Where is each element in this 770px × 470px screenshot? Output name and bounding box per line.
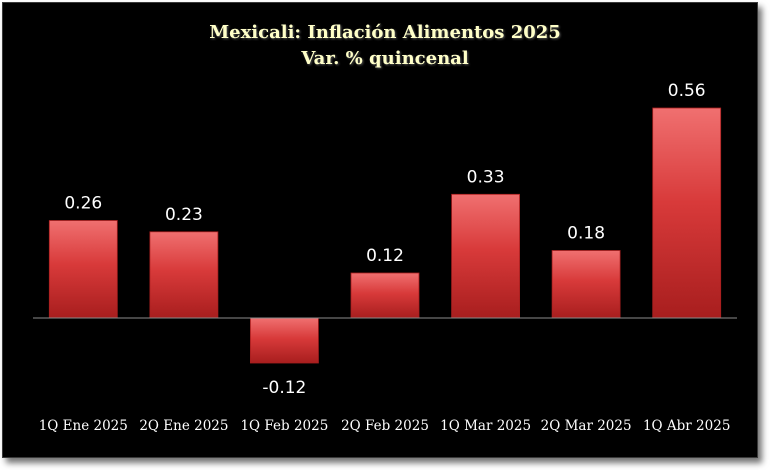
value-label-2: -0.12 (262, 378, 306, 398)
category-label-3: 2Q Feb 2025 (341, 418, 429, 434)
category-label-2: 1Q Feb 2025 (240, 418, 328, 434)
category-label-4: 1Q Mar 2025 (440, 418, 531, 434)
category-axis: 1Q Ene 2025 2Q Ene 2025 1Q Feb 2025 2Q Feb … (39, 418, 731, 434)
value-label-0: 0.26 (64, 194, 102, 214)
value-label-1: 0.23 (165, 205, 203, 225)
bar-3 (350, 272, 420, 319)
chart-frame (2, 2, 758, 458)
bar-6 (652, 107, 722, 319)
bar-4 (451, 193, 521, 319)
bars-layer (48, 107, 722, 364)
bar-1 (149, 231, 219, 319)
chart-title: Mexicali: Inflación Alimentos 2025 (209, 22, 561, 43)
category-label-5: 2Q Mar 2025 (541, 418, 632, 434)
value-label-6: 0.56 (668, 81, 706, 101)
bar-5 (551, 250, 621, 319)
chart-subtitle: Var. % quincenal (301, 48, 469, 69)
value-labels-layer: 0.26 0.23 -0.12 0.12 0.33 0.18 0.56 (64, 81, 705, 398)
bar-0 (48, 220, 118, 319)
category-label-1: 2Q Ene 2025 (139, 418, 228, 434)
value-label-3: 0.12 (366, 246, 404, 266)
bar-2 (249, 317, 319, 364)
category-label-0: 1Q Ene 2025 (39, 418, 128, 434)
value-label-4: 0.33 (467, 167, 505, 187)
category-label-6: 1Q Abr 2025 (643, 418, 730, 434)
value-label-5: 0.18 (567, 224, 605, 244)
